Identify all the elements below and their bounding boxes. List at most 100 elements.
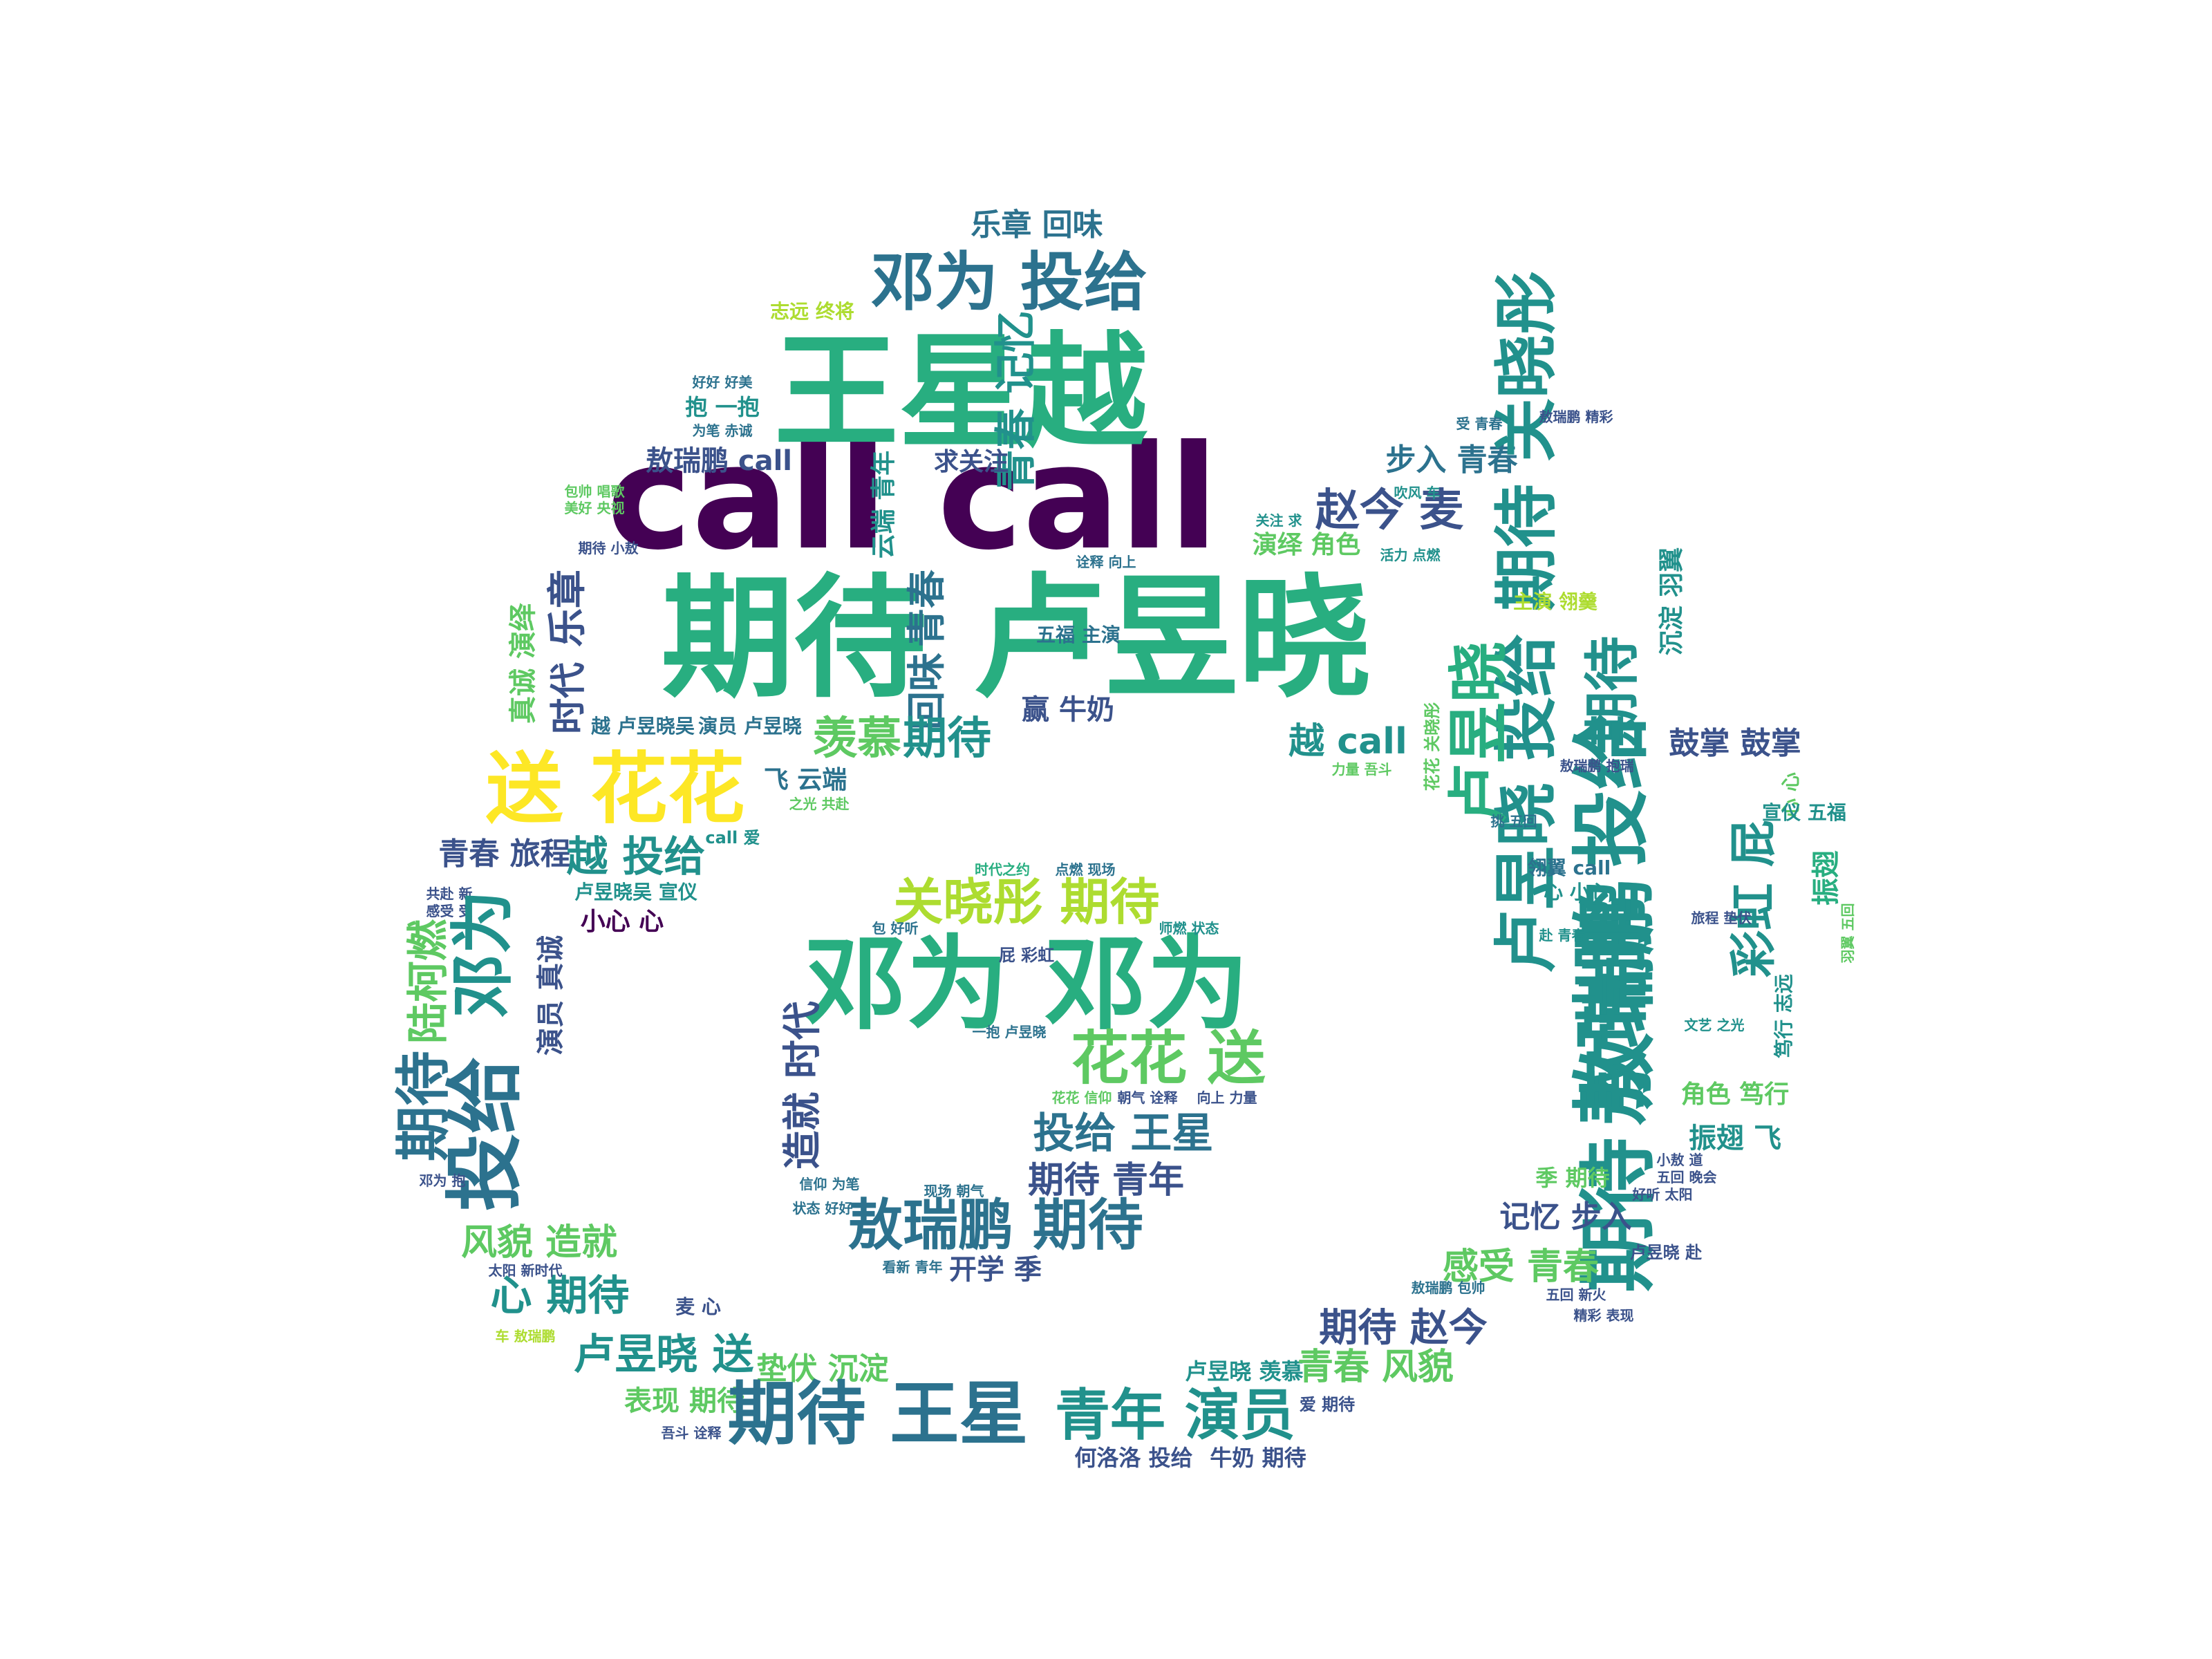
word-luyuxiaowu-xuanyi: 卢昱晓吴 宣仪 bbox=[574, 881, 698, 903]
word-zhaojin-mai: 赵今 麦 bbox=[1315, 485, 1463, 536]
word-duxing-zhiyuan: 笃行 志远 bbox=[1772, 974, 1795, 1058]
word-kaixue-ji: 开学 季 bbox=[949, 1254, 1042, 1286]
word-biaoxian-qidai: 表现 期待 bbox=[624, 1385, 744, 1417]
word-yuezhang-huiwei: 乐章 回味 bbox=[971, 207, 1103, 243]
word-call-ai: call 爱 bbox=[705, 828, 760, 847]
word-wuhui-wanhui: 五回 晚会 bbox=[1657, 1169, 1717, 1185]
word-yibao-luyuxiao: 一抱 卢昱晓 bbox=[973, 1024, 1047, 1040]
word-dengwei-bao: 邓为 抱 bbox=[420, 1172, 466, 1189]
word-lukeran: 陆柯燃 bbox=[404, 919, 453, 1044]
word-yuezhang: 乐章 bbox=[545, 570, 590, 647]
word-baoshuai-changge: 包帅 唱歌 bbox=[565, 483, 626, 500]
word-dengwei-dengwei: 邓为 邓为 bbox=[804, 925, 1249, 1044]
word-call-call: call call bbox=[607, 415, 1219, 582]
word-weibi-chicheng: 为笔 赤诚 bbox=[693, 422, 753, 439]
word-xin-qidai: 心 期待 bbox=[491, 1272, 630, 1320]
word-haoting-taiyang: 好听 太阳 bbox=[1632, 1186, 1693, 1203]
word-yue-call: 越 call bbox=[1288, 721, 1407, 762]
word-tiao-wuhui: 挑 五回 bbox=[1491, 813, 1537, 830]
word-qidai-mid: 期待 bbox=[903, 713, 991, 765]
word-caihong-pi: 彩虹 屁 bbox=[1727, 820, 1781, 977]
word-luyuxiao-xianmu: 卢昱晓 羡慕 bbox=[1185, 1358, 1303, 1385]
word-fengmao-zaojiu: 风貌 造就 bbox=[461, 1222, 617, 1264]
word-heluoluo-tougei: 何洛洛 投给 bbox=[1074, 1445, 1192, 1471]
word-zhaoqi-quanshi: 朝气 诠释 bbox=[1118, 1089, 1179, 1106]
word-qingchun-mid: 青春 bbox=[905, 570, 950, 647]
word-qidai-right: 期待 bbox=[1580, 636, 1644, 747]
word-huiwei: 回味 bbox=[905, 653, 950, 730]
word-fei-yunduan: 飞 云端 bbox=[764, 766, 847, 794]
word-wudou-quanshi: 吾斗 诠释 bbox=[662, 1425, 722, 1441]
word-guzhang-guzhang: 鼓掌 鼓掌 bbox=[1669, 726, 1801, 761]
word-chendian-yuyi: 沉淀 羽翼 bbox=[1658, 547, 1686, 656]
word-wuhui-xinhuo: 五回 新火 bbox=[1546, 1286, 1607, 1303]
word-huahua-guanxiaotong: 花花 关晓彤 bbox=[1423, 702, 1442, 791]
word-mai-xin: 麦 心 bbox=[675, 1295, 721, 1318]
word-xianchang-zhaoqi: 现场 朝气 bbox=[924, 1183, 984, 1199]
word-tougei-wangxing: 投给 王星 bbox=[1033, 1109, 1214, 1158]
word-jiyi-buru: 记忆 步入 bbox=[1499, 1199, 1631, 1235]
word-liliang-wudou: 力量 吾斗 bbox=[1332, 761, 1392, 778]
word-shidai-zhiyue: 时代之约 bbox=[975, 861, 1030, 878]
word-qidai-left: 期待 bbox=[391, 1051, 456, 1161]
word-aoruipeng-qidai-center: 敖瑞鹏 期待 bbox=[847, 1193, 1143, 1257]
word-yanyuan-zhencheng: 演员 真诚 bbox=[535, 935, 567, 1056]
word-ji-qidai: 季 期待 bbox=[1535, 1165, 1609, 1191]
word-guanzhu-qiu: 关注 求 bbox=[1256, 512, 1303, 529]
word-guanxiaotong-qidai: 关晓彤 期待 bbox=[893, 873, 1159, 931]
word-zaojiu-shidai: 造就 时代 bbox=[780, 1001, 825, 1170]
word-ai-qidai: 爱 期待 bbox=[1300, 1395, 1355, 1414]
word-shidai: 时代 bbox=[548, 662, 590, 734]
word-yuyi-wuhui: 羽翼 五回 bbox=[1839, 903, 1856, 964]
word-zhiguang-gongfu: 之光 共赴 bbox=[789, 796, 850, 812]
word-xiaoxin-xin: 小心 心 bbox=[581, 908, 664, 936]
word-huoli-dianran: 活力 点燃 bbox=[1380, 547, 1441, 563]
word-niunai-qidai: 牛奶 期待 bbox=[1210, 1445, 1306, 1471]
word-yanyuan-luyuxiao: 演员 卢昱晓 bbox=[698, 715, 802, 738]
word-quanshi-xiangshang: 诠释 向上 bbox=[1076, 554, 1136, 570]
word-yanyi-juese: 演绎 角色 bbox=[1253, 531, 1361, 559]
word-luyuxiao-song: 卢昱晓 送 bbox=[574, 1331, 754, 1379]
word-kanxin-qingnian: 看新 青年 bbox=[883, 1259, 943, 1275]
word-zhencheng-yanyi: 真诚 演绎 bbox=[507, 603, 539, 724]
word-wufu-zhuyan: 五福 主演 bbox=[1036, 624, 1121, 646]
word-qidai-qingnian: 期待 青年 bbox=[1028, 1160, 1184, 1201]
word-qidai-xiaoao: 期待 小敖 bbox=[579, 540, 639, 556]
word-qingchun-jiyi: 青春 记忆 bbox=[992, 311, 1040, 491]
word-qidai-zhaojin: 期待 赵今 bbox=[1319, 1306, 1488, 1351]
word-pi-caihong: 屁 彩虹 bbox=[999, 946, 1054, 965]
word-chuifeng-che: 吹风 车 bbox=[1394, 485, 1441, 501]
word-meihao-yangshi: 美好 央视 bbox=[565, 500, 625, 516]
word-ganshou-shou: 感受 受 bbox=[427, 903, 473, 919]
word-bao-yibao: 抱 一抱 bbox=[685, 394, 759, 420]
word-bao-haoting: 包 好听 bbox=[872, 920, 919, 937]
word-tougei-left: 投给 bbox=[440, 1056, 530, 1211]
word-huahua-song: 花花 送 bbox=[1071, 1024, 1265, 1092]
word-shou-qingchun: 受 青春 bbox=[1456, 415, 1503, 432]
word-yue-tougei: 越 投给 bbox=[567, 833, 706, 881]
word-aoruipeng-baoshuai: 敖瑞鹏 包帅 bbox=[1412, 1280, 1485, 1296]
word-che-aoruipeng: 车 敖瑞鹏 bbox=[496, 1328, 556, 1344]
word-taiyang-xinshidai: 太阳 新时代 bbox=[489, 1262, 563, 1279]
word-yunduan-qingnian: 云端 青年 bbox=[870, 451, 898, 559]
word-lvcheng-dianfu: 旅程 垫伏 bbox=[1691, 910, 1752, 926]
word-zhuyan-lingzhi: 主演 翎羹 bbox=[1513, 590, 1598, 613]
word-huahua-xinyang: 花花 信仰 bbox=[1052, 1089, 1112, 1106]
word-song-huahua: 送 花花 bbox=[486, 744, 745, 834]
word-dianfu-chendian: 垫伏 沉淀 bbox=[756, 1351, 888, 1387]
word-xiaoao-dao: 小敖 道 bbox=[1657, 1152, 1703, 1168]
word-buru-qingchun: 步入 青春 bbox=[1385, 442, 1517, 478]
word-zhenchi: 振翅 bbox=[1810, 850, 1842, 906]
word-xinyang-weibi: 信仰 为笔 bbox=[800, 1176, 860, 1192]
word-aoruipeng-baorui: 敖瑞鹏 抱瑞 bbox=[1560, 758, 1634, 774]
word-qingchun-lvcheng: 青春 旅程 bbox=[438, 836, 570, 872]
word-shiran-zhuangtai: 师燃 状态 bbox=[1159, 920, 1219, 937]
word-ganshou-qingchun: 感受 青春 bbox=[1443, 1246, 1599, 1288]
word-xiangshang-liliang: 向上 力量 bbox=[1197, 1089, 1257, 1106]
word-ying-niunai: 赢 牛奶 bbox=[1022, 694, 1114, 726]
word-qidai-luyuxiao: 期待 卢昱晓 bbox=[662, 562, 1371, 716]
word-qingchun-fengmao: 青春 风貌 bbox=[1297, 1347, 1454, 1388]
word-wangxingyue: 王星越 bbox=[774, 321, 1148, 465]
word-zhuangtai-haohao: 状态 好好 bbox=[793, 1200, 853, 1217]
word-juese-duxing: 角色 笃行 bbox=[1681, 1080, 1790, 1109]
